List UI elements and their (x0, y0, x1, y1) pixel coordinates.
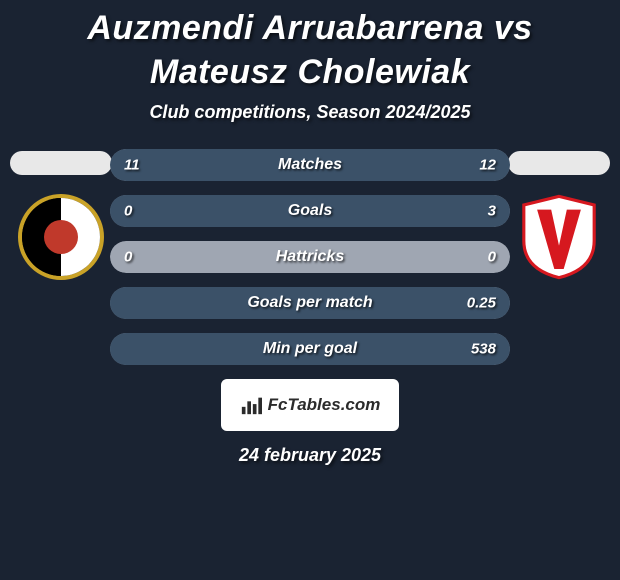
player-left-pill (10, 151, 112, 175)
date-text: 24 february 2025 (0, 445, 620, 466)
club-badge-left (12, 193, 110, 280)
stat-row: 11 12 Matches (110, 149, 510, 181)
stat-value-left: 11 (124, 157, 140, 174)
stat-label: Goals per match (247, 294, 372, 312)
comparison-panel: 11 12 Matches 0 3 Goals 0 0 Hattricks 0.25 Goals p… (0, 149, 620, 365)
stat-row: 0 0 Hattricks (110, 241, 510, 273)
page-title: Auzmendi Arruabarrena vs Mateusz Cholewi… (0, 0, 620, 102)
stat-row: 0 3 Goals (110, 195, 510, 227)
stat-value-right: 3 (488, 203, 496, 220)
brand-box: FcTables.com (221, 379, 399, 431)
stat-label: Min per goal (263, 340, 357, 358)
stat-label: Goals (288, 202, 332, 220)
club-right-shield (518, 194, 600, 280)
club-left-circle (18, 194, 104, 280)
stat-row: 0.25 Goals per match (110, 287, 510, 319)
subtitle: Club competitions, Season 2024/2025 (0, 102, 620, 123)
bar-chart-icon (240, 394, 262, 416)
stat-value-right: 0.25 (467, 295, 496, 312)
stat-label: Matches (278, 156, 342, 174)
stat-row: 538 Min per goal (110, 333, 510, 365)
stat-label: Hattricks (276, 248, 344, 266)
stat-value-left: 0 (124, 249, 132, 266)
stat-value-right: 538 (471, 341, 496, 358)
brand-text: FcTables.com (268, 395, 381, 415)
stat-value-right: 12 (479, 157, 496, 174)
stats-list: 11 12 Matches 0 3 Goals 0 0 Hattricks 0.25 Goals p… (110, 149, 510, 365)
stat-value-left: 0 (124, 203, 132, 220)
player-right-pill (508, 151, 610, 175)
stat-value-right: 0 (488, 249, 496, 266)
club-badge-right (510, 193, 608, 280)
